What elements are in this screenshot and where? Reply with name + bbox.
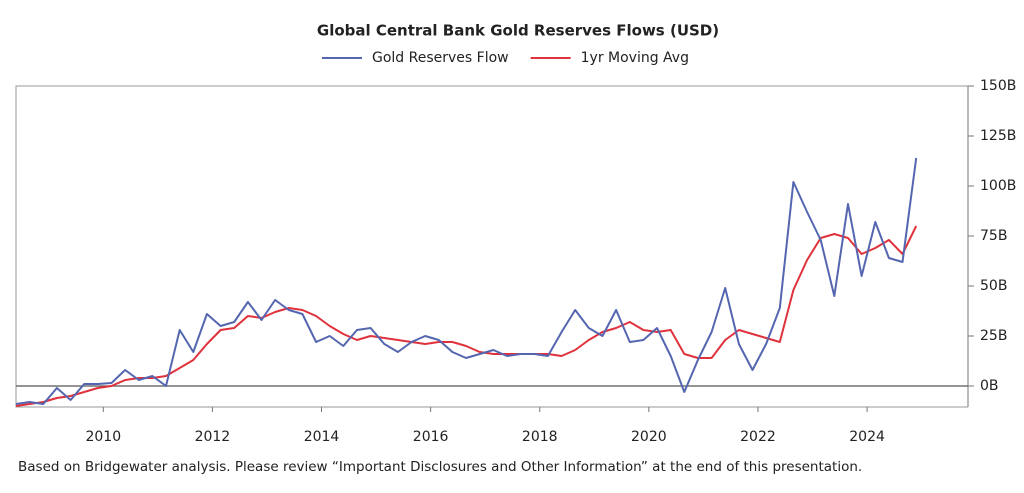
x-tick-label: 2018 <box>522 429 558 445</box>
y-tick-label: 50B <box>980 278 1007 294</box>
y-tick-label: 100B <box>980 178 1016 194</box>
footnote: Based on Bridgewater analysis. Please re… <box>18 459 862 475</box>
x-tick-label: 2014 <box>304 429 340 445</box>
x-tick-label: 2024 <box>849 429 885 445</box>
plot-frame <box>15 85 968 408</box>
x-tick-label: 2012 <box>195 429 231 445</box>
line-series <box>15 157 918 405</box>
x-tick-label: 2020 <box>631 429 667 445</box>
legend-label: 1yr Moving Avg <box>581 50 689 66</box>
x-tick-label: 2016 <box>413 429 449 445</box>
y-tick-label: 150B <box>980 78 1016 94</box>
legend-label: Gold Reserves Flow <box>372 50 509 66</box>
x-tick-label: 2010 <box>85 429 121 445</box>
x-tick-label: 2022 <box>740 429 776 445</box>
y-tick-label: 25B <box>980 328 1007 344</box>
y-tick-label: 75B <box>980 228 1007 244</box>
chart-title: Global Central Bank Gold Reserves Flows … <box>317 22 719 40</box>
y-tick-label: 0B <box>980 378 999 394</box>
line-series <box>15 225 918 407</box>
y-tick-label: 125B <box>980 128 1016 144</box>
